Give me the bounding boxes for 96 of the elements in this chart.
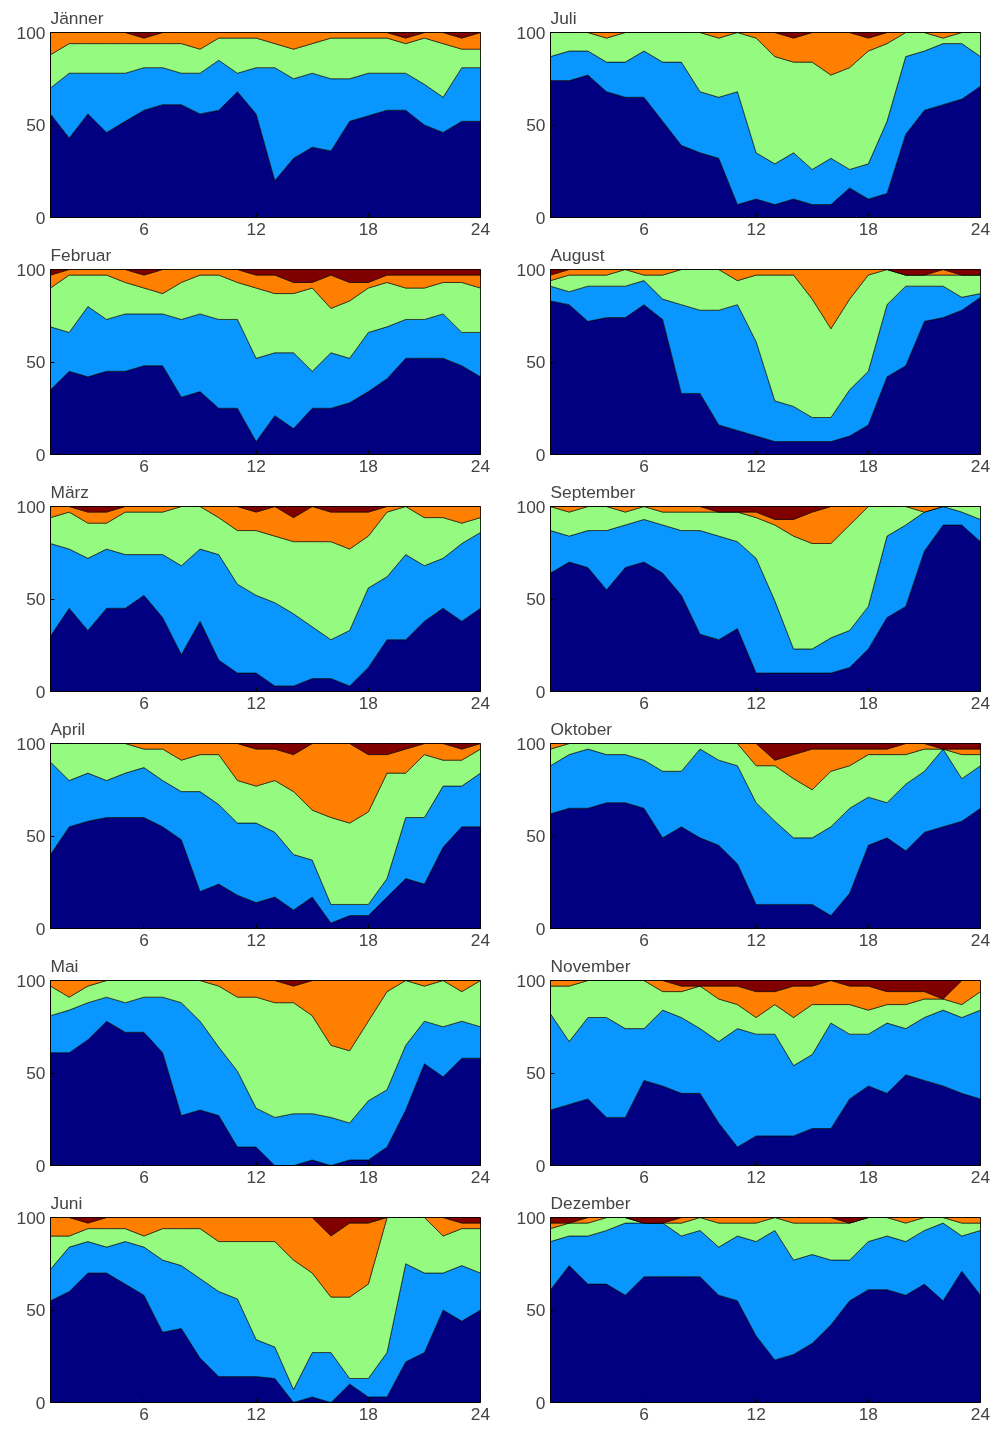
x-tick-label: 12 <box>246 455 266 476</box>
x-tick-label: 18 <box>858 1166 878 1187</box>
x-tick-label: 6 <box>139 929 149 950</box>
x-tick-label: 18 <box>358 1403 378 1424</box>
x-tick-label: 6 <box>639 1403 649 1424</box>
y-tick-label: 0 <box>535 444 546 465</box>
x-tick-label: 12 <box>246 692 266 713</box>
x-tick-label: 24 <box>470 1403 491 1424</box>
x-tick-label: 12 <box>746 1403 766 1424</box>
x-tick-label: 18 <box>358 929 378 950</box>
y-tick-label: 50 <box>526 1063 546 1083</box>
x-tick-label: 24 <box>470 218 491 239</box>
x-tick-label: 12 <box>746 1166 766 1187</box>
chart-title: Mai <box>50 955 79 976</box>
y-tick-label: 0 <box>35 444 46 465</box>
y-tick-label: 100 <box>516 259 546 280</box>
y-tick-label: 0 <box>35 918 46 939</box>
chart-title: März <box>50 481 90 502</box>
y-tick-label: 0 <box>35 681 46 702</box>
chart-title: September <box>550 481 636 502</box>
x-tick-label: 24 <box>470 929 491 950</box>
chart-title: Jänner <box>50 7 104 28</box>
y-tick-label: 100 <box>16 259 46 280</box>
y-tick-label: 50 <box>526 826 546 846</box>
x-tick-label: 6 <box>639 1166 649 1187</box>
y-tick-label: 50 <box>526 115 546 135</box>
chart-title: Juni <box>50 1192 83 1213</box>
x-tick-label: 12 <box>246 218 266 239</box>
x-tick-label: 18 <box>858 692 878 713</box>
y-tick-label: 0 <box>35 1392 46 1413</box>
x-tick-label: 24 <box>970 1403 991 1424</box>
x-tick-label: 6 <box>639 929 649 950</box>
y-tick-label: 100 <box>16 1207 46 1228</box>
chart-title: Juli <box>550 7 577 28</box>
y-tick-label: 100 <box>516 496 546 517</box>
chart-title: November <box>550 955 631 976</box>
y-tick-label: 50 <box>26 589 46 609</box>
chart-title: Februar <box>50 244 112 265</box>
y-tick-label: 0 <box>535 1392 546 1413</box>
y-tick-label: 100 <box>516 970 546 991</box>
x-tick-label: 6 <box>139 218 149 239</box>
y-tick-label: 50 <box>26 826 46 846</box>
x-tick-label: 24 <box>470 455 491 476</box>
y-tick-label: 50 <box>526 589 546 609</box>
x-tick-label: 24 <box>970 929 991 950</box>
y-tick-label: 0 <box>535 681 546 702</box>
x-tick-label: 18 <box>358 218 378 239</box>
y-tick-label: 50 <box>26 115 46 135</box>
y-tick-label: 0 <box>35 207 46 228</box>
x-tick-label: 18 <box>858 1403 878 1424</box>
y-tick-label: 0 <box>535 1155 546 1176</box>
y-tick-label: 50 <box>26 1300 46 1320</box>
x-tick-label: 12 <box>246 1403 266 1424</box>
x-tick-label: 18 <box>358 1166 378 1187</box>
x-tick-label: 12 <box>746 218 766 239</box>
x-tick-label: 18 <box>858 455 878 476</box>
x-tick-label: 24 <box>970 692 991 713</box>
y-tick-label: 100 <box>16 970 46 991</box>
x-tick-label: 6 <box>139 1403 149 1424</box>
y-tick-label: 50 <box>26 1063 46 1083</box>
y-tick-label: 100 <box>516 733 546 754</box>
y-tick-label: 0 <box>535 207 546 228</box>
x-tick-label: 24 <box>970 455 991 476</box>
x-tick-label: 18 <box>858 929 878 950</box>
x-tick-label: 18 <box>358 455 378 476</box>
x-tick-label: 6 <box>139 455 149 476</box>
y-tick-label: 50 <box>26 352 46 372</box>
x-tick-label: 24 <box>470 692 491 713</box>
y-tick-label: 0 <box>535 918 546 939</box>
chart-title: August <box>550 244 605 265</box>
x-tick-label: 6 <box>139 692 149 713</box>
x-tick-label: 6 <box>639 218 649 239</box>
x-tick-label: 24 <box>970 218 991 239</box>
chart-title: April <box>50 718 86 739</box>
y-tick-label: 100 <box>16 733 46 754</box>
chart-title: Dezember <box>550 1192 631 1213</box>
y-tick-label: 100 <box>516 1207 546 1228</box>
x-tick-label: 24 <box>970 1166 991 1187</box>
x-tick-label: 12 <box>246 929 266 950</box>
chart-title: Oktober <box>550 718 613 739</box>
x-tick-label: 12 <box>746 929 766 950</box>
x-tick-label: 12 <box>246 1166 266 1187</box>
y-tick-label: 50 <box>526 352 546 372</box>
x-tick-label: 6 <box>639 692 649 713</box>
x-tick-label: 6 <box>639 455 649 476</box>
x-tick-label: 24 <box>470 1166 491 1187</box>
x-tick-label: 18 <box>358 692 378 713</box>
y-tick-label: 100 <box>16 22 46 43</box>
y-tick-label: 0 <box>35 1155 46 1176</box>
y-tick-label: 50 <box>526 1300 546 1320</box>
x-tick-label: 12 <box>746 455 766 476</box>
y-tick-label: 100 <box>516 22 546 43</box>
x-tick-label: 18 <box>858 218 878 239</box>
x-tick-label: 12 <box>746 692 766 713</box>
y-tick-label: 100 <box>16 496 46 517</box>
x-tick-label: 6 <box>139 1166 149 1187</box>
